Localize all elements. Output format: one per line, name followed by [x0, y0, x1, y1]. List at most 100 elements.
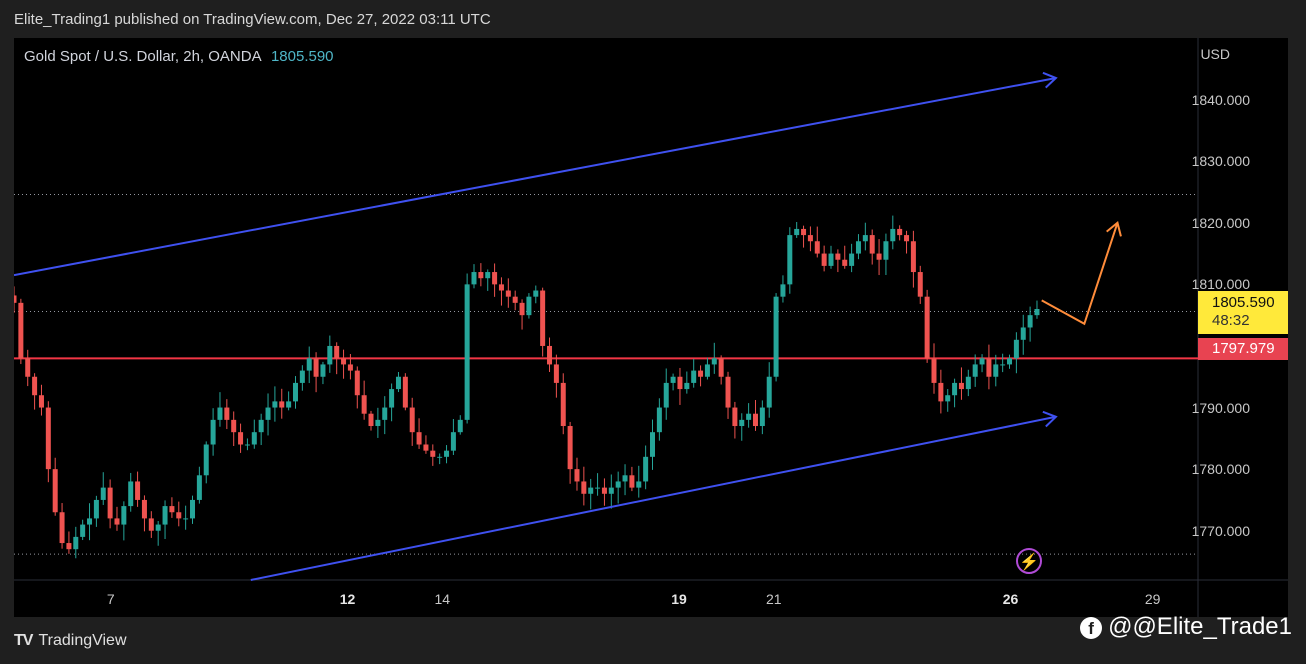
candle-body	[938, 382, 944, 402]
candle-body	[265, 407, 271, 420]
candle-body	[766, 376, 772, 408]
candle-body	[780, 284, 786, 297]
candle-body	[203, 444, 209, 476]
candle-body	[910, 241, 916, 273]
candle-body	[478, 272, 484, 279]
candle-body	[368, 413, 374, 427]
candle-body	[931, 358, 937, 383]
chart-area[interactable]: Gold Spot / U.S. Dollar, 2h, OANDA 1805.…	[14, 38, 1288, 617]
candle-body	[128, 481, 134, 507]
projection-arrowhead	[1106, 220, 1122, 237]
candle-body	[752, 413, 758, 427]
candle-body	[835, 253, 841, 260]
symbol-legend[interactable]: Gold Spot / U.S. Dollar, 2h, OANDA 1805.…	[24, 48, 334, 65]
candle-body	[80, 524, 86, 537]
lightning-icon[interactable]: ⚡	[1016, 548, 1042, 574]
price-tick-label: 1810.000	[1191, 276, 1250, 293]
candle-body	[38, 395, 44, 408]
candle-body	[382, 407, 388, 420]
candle-body	[73, 536, 79, 550]
time-tick-label: 21	[765, 591, 782, 607]
price-chart[interactable]	[14, 38, 1288, 617]
candle-body	[190, 499, 196, 519]
candle-body	[519, 302, 525, 316]
candle-body	[444, 450, 450, 457]
channel-lower-line-arrowhead	[1042, 410, 1058, 428]
candle-body	[917, 272, 923, 297]
candle-body	[807, 235, 813, 242]
last-price-value: 1805.590	[1212, 294, 1275, 311]
candle-body	[224, 407, 230, 420]
candle-body	[244, 444, 250, 446]
candle-body	[148, 518, 154, 531]
channel-upper-line	[14, 77, 1057, 277]
candle-body	[210, 419, 216, 445]
candle-body	[698, 370, 704, 377]
currency-label[interactable]: USD	[1200, 46, 1230, 62]
candle-body	[828, 253, 834, 266]
candle-body	[464, 284, 470, 420]
candle-body	[883, 241, 889, 260]
price-tick-label: 1790.000	[1191, 399, 1250, 416]
candle-body	[196, 475, 202, 500]
candle-body	[718, 358, 724, 377]
candle-body	[347, 364, 353, 371]
candle-body	[141, 499, 147, 519]
candle-body	[25, 358, 31, 377]
candle-body	[553, 364, 559, 383]
symbol-name: Gold Spot / U.S. Dollar, 2h, OANDA	[24, 48, 261, 65]
time-tick-label: 14	[434, 591, 451, 607]
candle-body	[107, 487, 113, 519]
candle-body	[320, 364, 326, 377]
candle-body	[855, 241, 861, 254]
candle-body	[814, 241, 820, 254]
projection-path	[1041, 222, 1119, 326]
candle-body	[14, 295, 17, 303]
candle-body	[711, 358, 717, 365]
candle-body	[423, 444, 429, 451]
candle-body	[869, 235, 875, 254]
time-tick-label: 29	[1144, 591, 1161, 607]
candle-body	[567, 426, 573, 470]
candle-body	[890, 228, 896, 242]
candle-body	[375, 419, 381, 427]
candle-body	[526, 296, 532, 316]
tradingview-brand: TradingView	[38, 632, 127, 649]
candle-body	[636, 481, 642, 488]
candle-body	[849, 253, 855, 266]
candle-body	[100, 487, 106, 500]
candle-body	[52, 469, 58, 513]
candle-body	[1020, 327, 1026, 340]
price-tick-label: 1830.000	[1191, 153, 1250, 170]
time-tick-label: 26	[1002, 591, 1019, 607]
candle-body	[505, 290, 511, 297]
candle-body	[18, 302, 24, 359]
candle-body	[272, 401, 278, 408]
time-tick-label: 19	[671, 591, 687, 607]
candle-body	[492, 272, 498, 285]
tradingview-logo[interactable]: TV TradingView	[14, 632, 127, 650]
candle-body	[66, 543, 72, 550]
candle-body	[437, 456, 443, 458]
candle-body	[643, 456, 649, 482]
candle-body	[862, 235, 868, 242]
candle-body	[601, 487, 607, 494]
candle-body	[1013, 339, 1019, 359]
social-handle-text: @@Elite_Trade1	[1108, 613, 1292, 640]
price-tick-label: 1780.000	[1191, 461, 1250, 478]
candle-body	[1000, 364, 1006, 366]
candle-body	[471, 272, 477, 285]
tradingview-logo-icon: TV	[14, 632, 33, 649]
candle-body	[650, 432, 656, 457]
candle-body	[574, 469, 580, 482]
candle-body	[1007, 358, 1013, 365]
candle-body	[993, 364, 999, 377]
candle-body	[924, 296, 930, 359]
candle-body	[135, 481, 141, 500]
price-tick-label: 1820.000	[1191, 214, 1250, 231]
candle-body	[341, 358, 347, 365]
candle-body	[739, 419, 745, 427]
hline-price-badge: 1797.979	[1198, 338, 1288, 360]
candle-body	[670, 376, 676, 383]
candle-body	[389, 389, 395, 408]
